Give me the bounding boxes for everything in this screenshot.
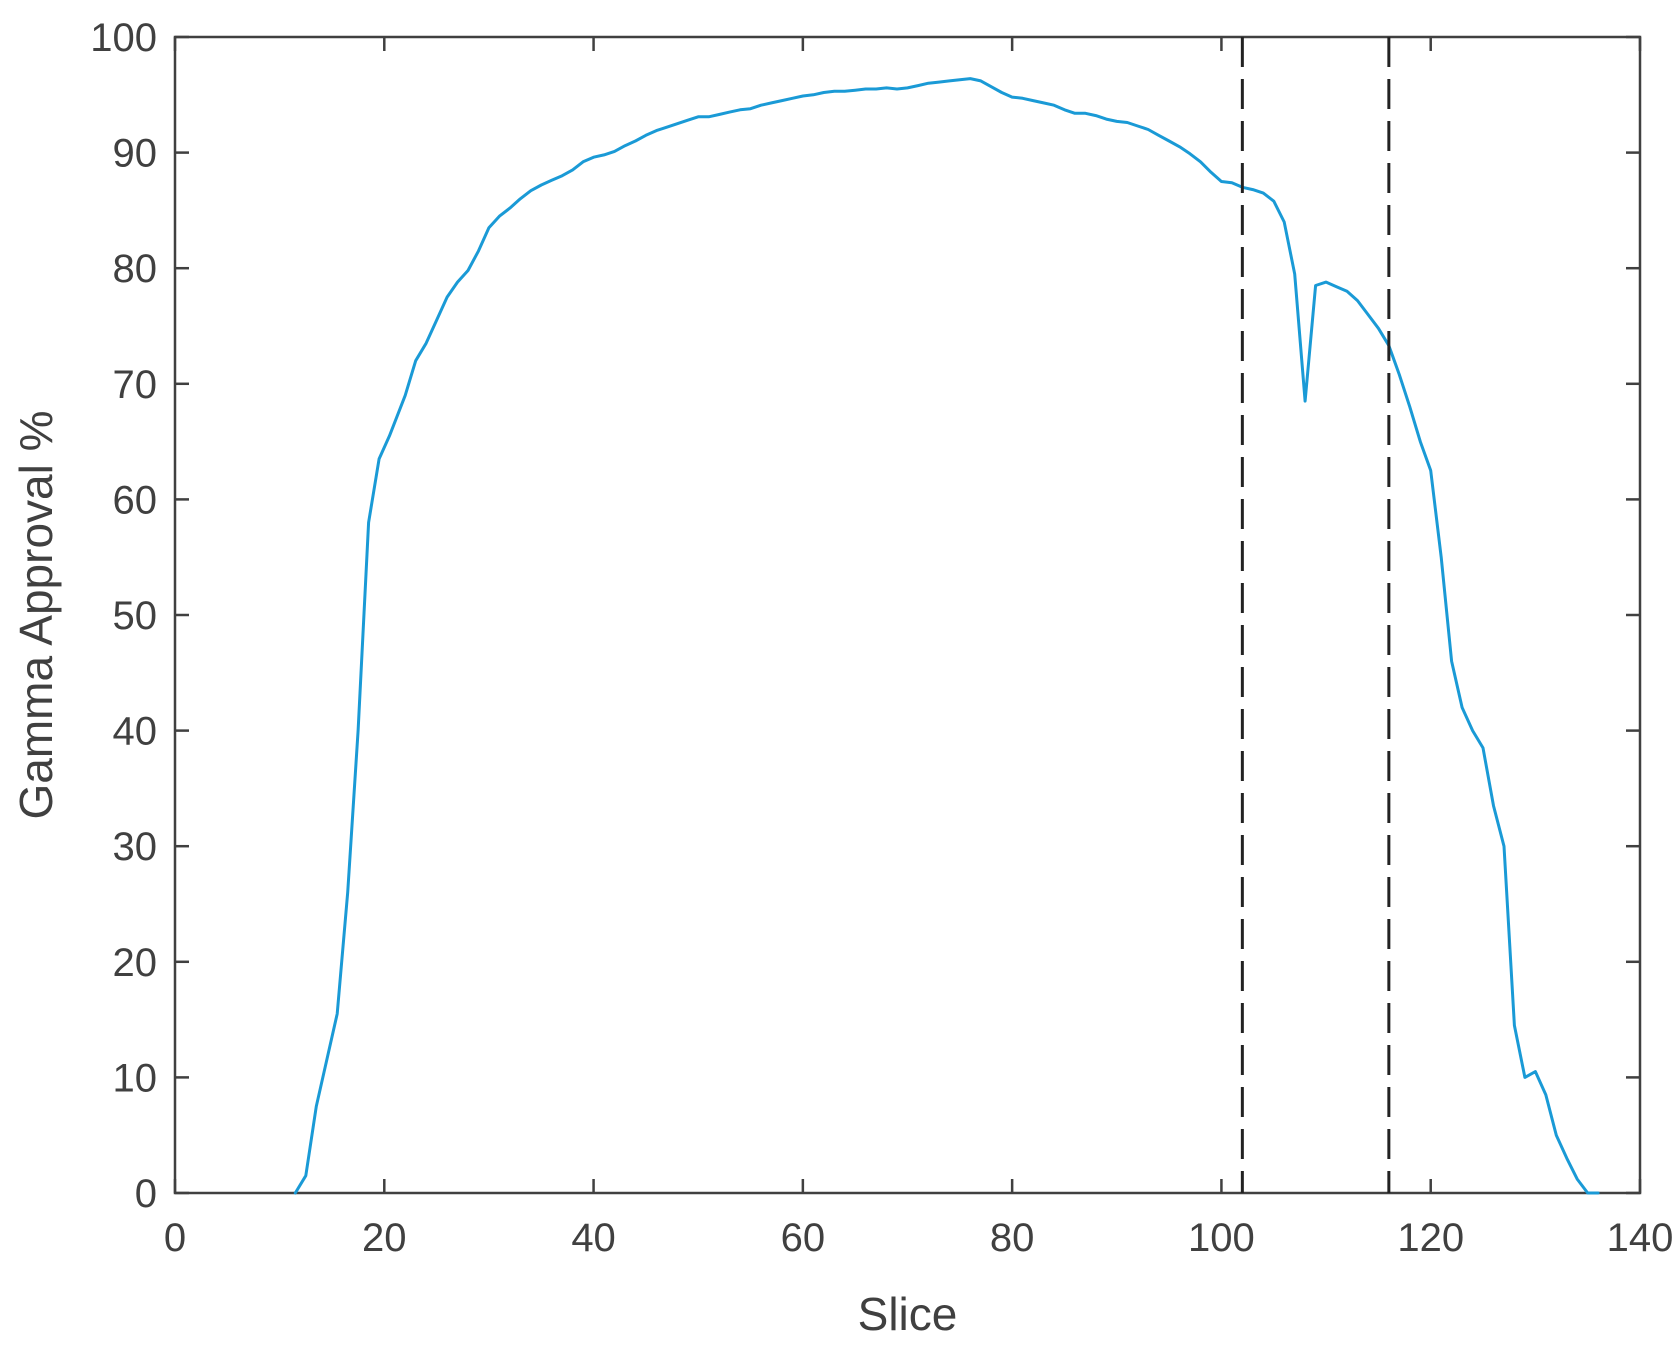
x-tick-label: 140 [1607, 1216, 1674, 1260]
x-tick-label: 40 [571, 1216, 616, 1260]
x-tick-label: 120 [1397, 1216, 1464, 1260]
y-tick-label: 40 [113, 710, 158, 754]
y-tick-label: 70 [113, 363, 158, 407]
series-line-0 [293, 77, 1600, 1195]
y-axis-ticks: 0 10 20 30 40 50 60 70 80 90 100 [90, 16, 1640, 1216]
plot-area [173, 35, 1642, 1195]
x-tick-label: 80 [990, 1216, 1035, 1260]
series-layer [293, 77, 1600, 1195]
y-axis-label: Gamma Approval % [10, 410, 62, 819]
y-tick-label: 50 [113, 594, 158, 638]
x-axis-ticks: 0 20 40 60 80 100 120 140 [164, 37, 1674, 1260]
y-tick-label: 30 [113, 825, 158, 869]
x-tick-label: 60 [781, 1216, 826, 1260]
y-tick-label: 0 [135, 1172, 157, 1216]
x-axis-label: Slice [858, 1288, 958, 1340]
y-tick-label: 60 [113, 478, 158, 522]
reference-lines-layer [1240, 37, 1391, 1193]
y-tick-label: 10 [113, 1056, 158, 1100]
y-tick-label: 20 [113, 941, 158, 985]
x-tick-label: 100 [1188, 1216, 1255, 1260]
y-tick-label: 90 [113, 132, 158, 176]
y-tick-label: 80 [113, 247, 158, 291]
plot-frame [173, 35, 1642, 1195]
y-tick-label: 100 [90, 16, 157, 60]
x-tick-label: 20 [362, 1216, 407, 1260]
x-tick-label: 0 [164, 1216, 186, 1260]
